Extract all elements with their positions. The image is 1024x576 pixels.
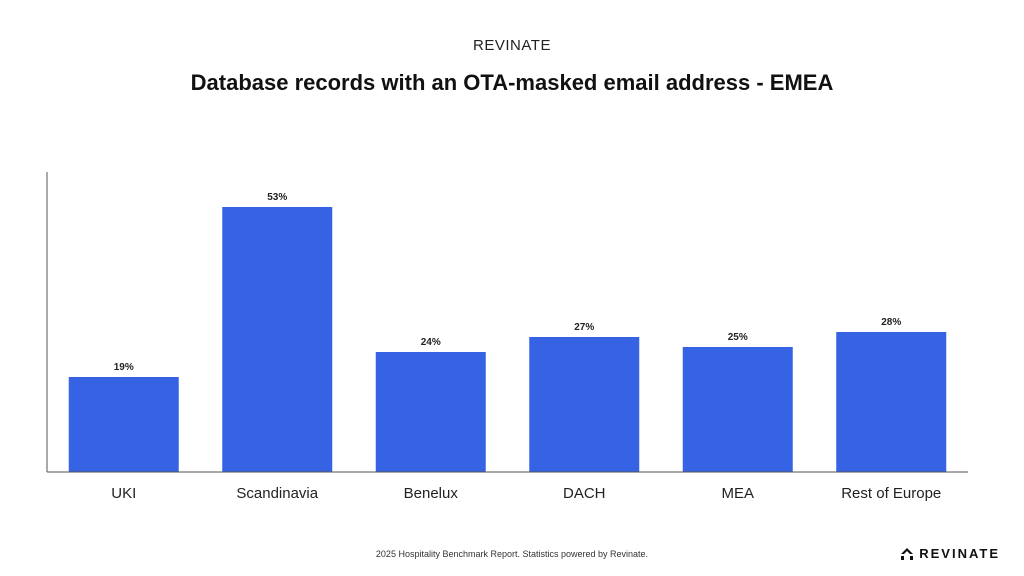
category-label: DACH — [563, 485, 606, 502]
category-label: MEA — [721, 485, 754, 502]
chart-title: Database records with an OTA-masked emai… — [190, 70, 834, 95]
footer-logo: REVINATE — [901, 546, 1000, 561]
category-label: Rest of Europe — [841, 485, 941, 502]
revinate-logo-icon — [901, 547, 914, 560]
value-label: 25% — [728, 332, 748, 343]
value-label: 27% — [574, 322, 594, 333]
value-label: 19% — [114, 362, 134, 373]
bar-benelux — [375, 352, 486, 472]
bar-dach — [529, 337, 640, 472]
category-label: Benelux — [404, 485, 459, 502]
bar-uki — [68, 377, 179, 472]
bar-rest-of-europe — [836, 332, 947, 472]
category-label: Scandinavia — [236, 485, 318, 502]
bar-mea — [682, 347, 793, 472]
category-label: UKI — [111, 485, 136, 502]
footer-note: 2025 Hospitality Benchmark Report. Stati… — [375, 549, 649, 559]
brand-label: REVINATE — [473, 37, 551, 54]
logo-text: REVINATE — [919, 546, 1000, 561]
value-label: 28% — [881, 317, 901, 328]
value-label: 24% — [421, 337, 441, 348]
value-label: 53% — [267, 192, 287, 203]
bar-scandinavia — [222, 207, 333, 472]
